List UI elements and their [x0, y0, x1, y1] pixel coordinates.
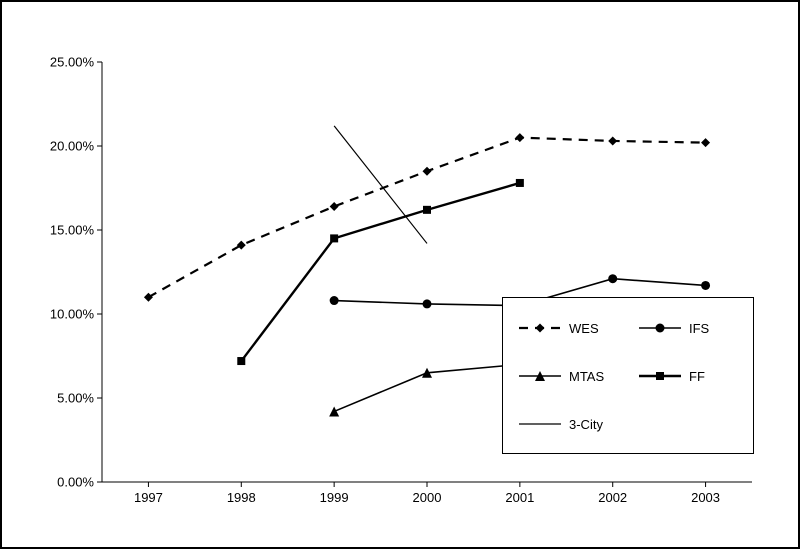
x-tick-label: 2003	[691, 490, 720, 505]
y-tick-label: 15.00%	[42, 223, 94, 238]
y-tick-label: 0.00%	[42, 475, 94, 490]
y-tick-label: 25.00%	[42, 55, 94, 70]
legend-item: FF	[637, 366, 705, 386]
series-WES	[144, 133, 710, 302]
legend-swatch	[637, 366, 683, 386]
legend-item: MTAS	[517, 366, 604, 386]
legend-swatch	[517, 414, 563, 434]
series-FF	[237, 179, 524, 365]
legend: WES IFS MTAS FF 3-City	[502, 297, 754, 454]
x-tick-label: 2002	[598, 490, 627, 505]
legend-item: 3-City	[517, 414, 603, 434]
x-tick-label: 1998	[227, 490, 256, 505]
legend-swatch	[517, 318, 563, 338]
chart-frame: WES IFS MTAS FF 3-City 0.00% 5.00% 10.00% 15.00…	[0, 0, 800, 549]
series-3-City	[334, 126, 427, 244]
legend-label: WES	[569, 321, 599, 336]
y-tick-label: 10.00%	[42, 307, 94, 322]
x-tick-label: 2001	[505, 490, 534, 505]
legend-label: IFS	[689, 321, 709, 336]
x-tick-label: 1997	[134, 490, 163, 505]
legend-swatch	[637, 318, 683, 338]
x-tick-label: 2000	[413, 490, 442, 505]
y-tick-label: 5.00%	[42, 391, 94, 406]
legend-item: IFS	[637, 318, 709, 338]
legend-label: FF	[689, 369, 705, 384]
legend-label: MTAS	[569, 369, 604, 384]
legend-label: 3-City	[569, 417, 603, 432]
y-tick-label: 20.00%	[42, 139, 94, 154]
x-tick-label: 1999	[320, 490, 349, 505]
legend-item: WES	[517, 318, 599, 338]
legend-swatch	[517, 366, 563, 386]
